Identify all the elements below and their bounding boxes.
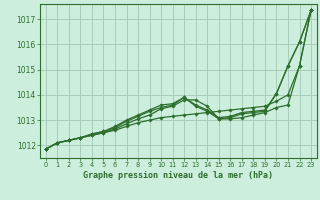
X-axis label: Graphe pression niveau de la mer (hPa): Graphe pression niveau de la mer (hPa) <box>84 171 273 180</box>
